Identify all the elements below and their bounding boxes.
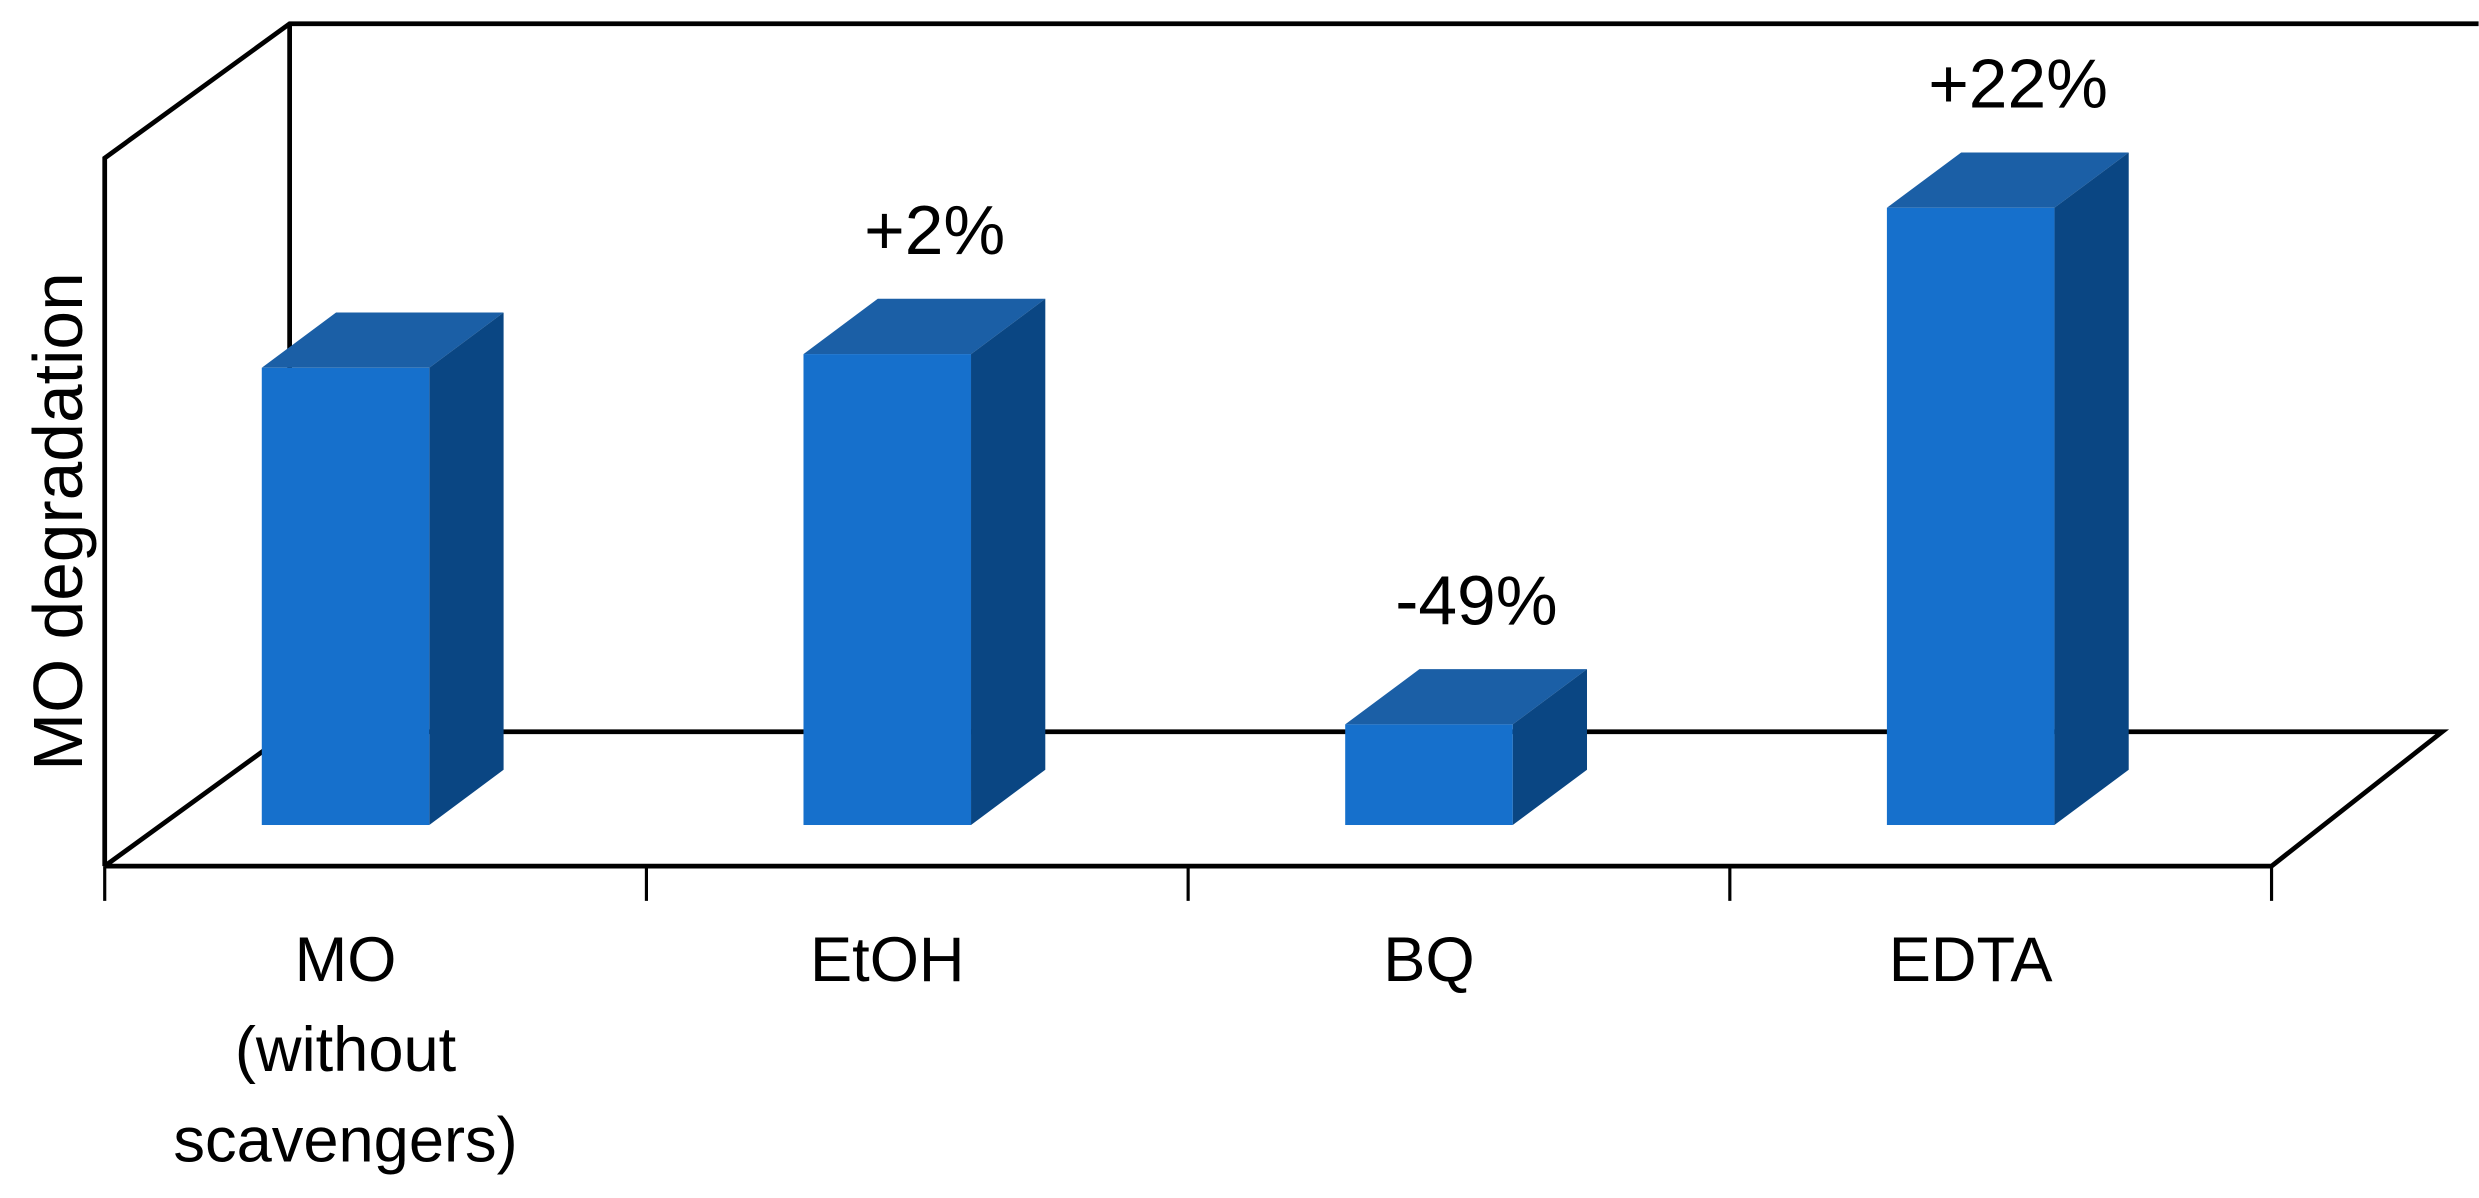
floor xyxy=(103,729,2450,869)
bar xyxy=(1886,152,2129,826)
x-tick-label: BQ xyxy=(1383,925,1474,995)
bar xyxy=(261,312,504,826)
bar-front xyxy=(1345,724,1513,826)
bar-front xyxy=(1886,207,2055,826)
bar-side xyxy=(971,298,1046,826)
bar-top xyxy=(1345,669,1588,725)
bar-top xyxy=(261,312,504,368)
bar xyxy=(1345,669,1588,826)
annotation: +2% xyxy=(864,191,1005,269)
y-axis-label: MO degradation xyxy=(19,272,97,771)
bar-side xyxy=(1512,669,1588,826)
bar-front xyxy=(803,354,972,826)
annotation: +22% xyxy=(1928,45,2108,123)
x-tick-label: MO (without scavengers) xyxy=(173,925,517,1175)
bar-side xyxy=(429,312,504,826)
bar-front xyxy=(261,367,430,826)
bar-top xyxy=(803,298,1046,355)
bar-top xyxy=(1886,152,2129,208)
back-wall-edge xyxy=(102,21,2479,867)
x-tick-label: EDTA xyxy=(1889,925,2054,995)
annotation: -49% xyxy=(1395,561,1557,639)
bar-side xyxy=(2054,152,2129,826)
x-tick-label: EtOH xyxy=(810,925,965,995)
bar xyxy=(803,298,1046,826)
